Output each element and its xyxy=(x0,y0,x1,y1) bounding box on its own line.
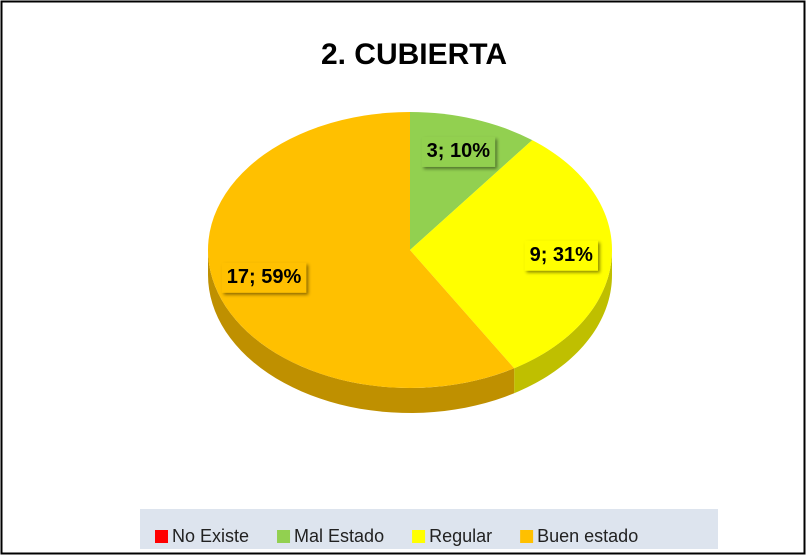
legend-swatch xyxy=(277,530,291,543)
data-label-box xyxy=(221,262,307,293)
pie-side xyxy=(514,250,612,394)
pie-slice xyxy=(207,112,515,388)
legend-swatch xyxy=(412,530,426,543)
pie-slice xyxy=(410,140,612,369)
legend-label: Mal Estado xyxy=(294,526,384,546)
data-label-group: 3; 10% xyxy=(421,136,496,167)
data-label-group: 9; 31% xyxy=(524,240,598,271)
legend-label: No Existe xyxy=(172,526,249,546)
data-label: 3; 10% xyxy=(427,140,491,162)
legend-swatch xyxy=(520,530,534,543)
legend-label: Buen estado xyxy=(537,526,638,546)
data-label: 17; 59% xyxy=(227,266,302,288)
data-label: 9; 31% xyxy=(530,244,594,266)
pie-side xyxy=(208,250,515,413)
data-label-box xyxy=(524,240,598,271)
chart-title: 2. CUBIERTA xyxy=(321,38,507,71)
data-label-group: 17; 59% xyxy=(221,262,307,293)
legend-swatch xyxy=(155,530,168,543)
legend-box xyxy=(140,509,718,549)
legend-label: Regular xyxy=(429,526,492,546)
data-label-box xyxy=(421,136,496,167)
